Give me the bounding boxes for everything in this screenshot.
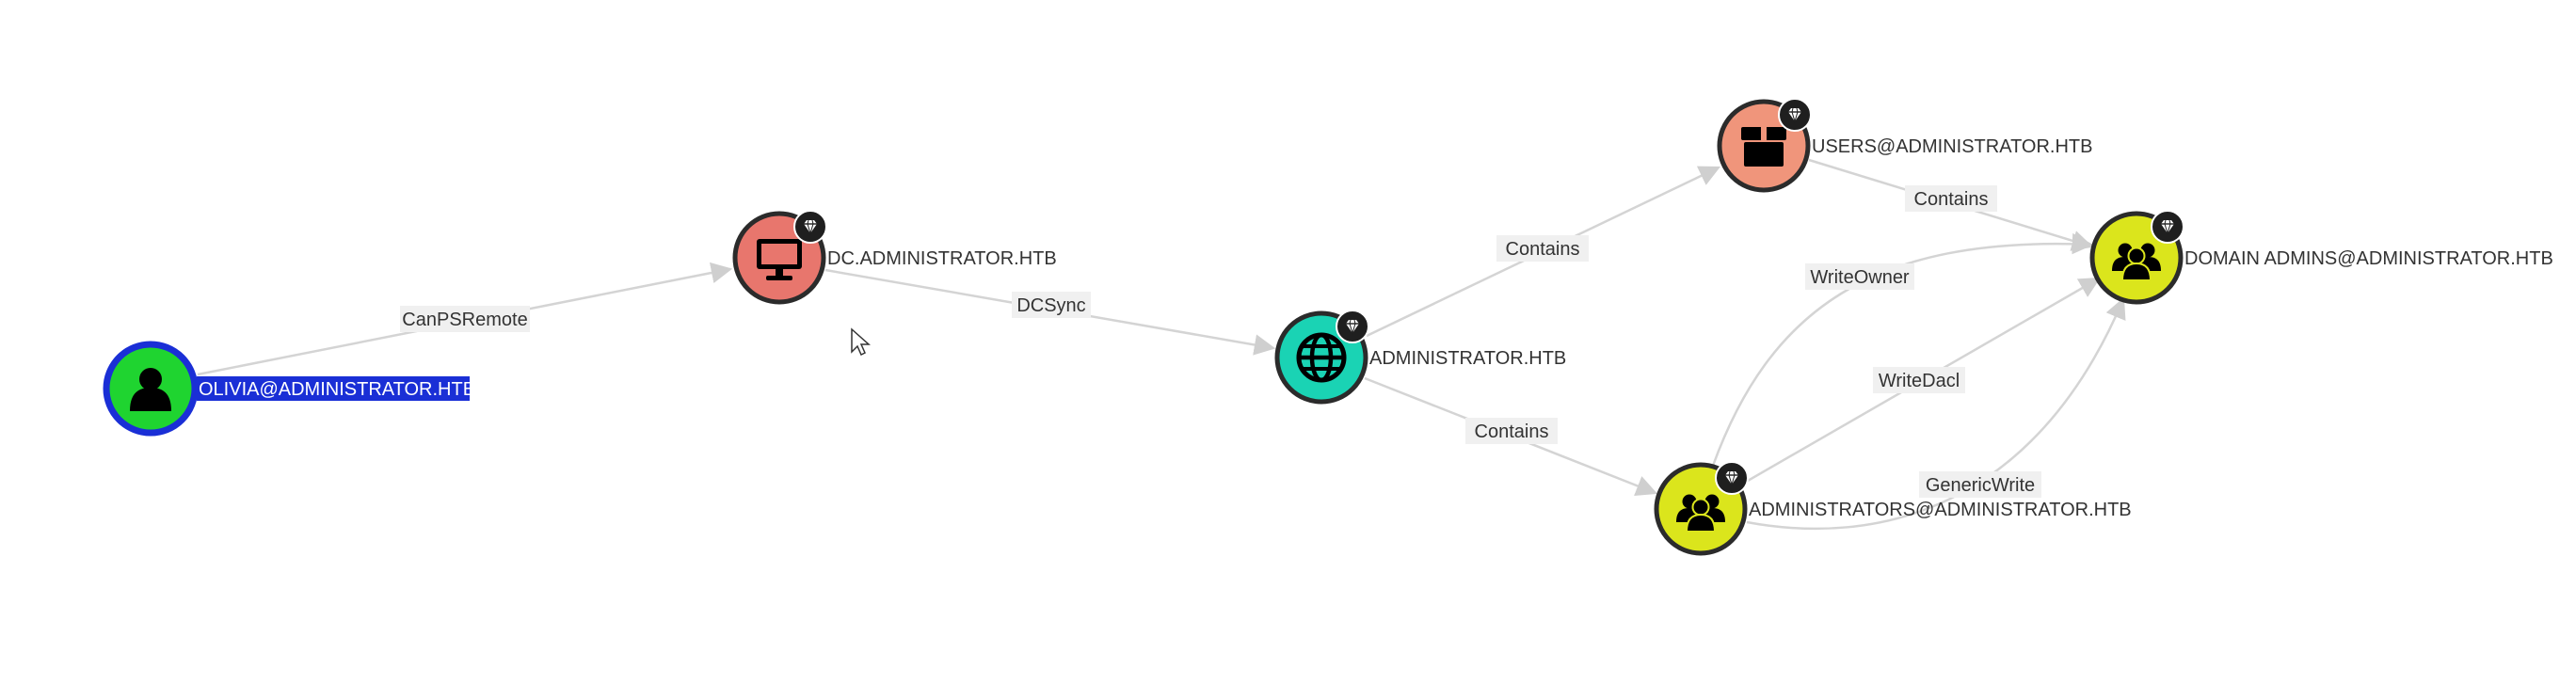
mouse-cursor: [851, 327, 871, 357]
edge-label-background: [1012, 292, 1091, 318]
node-label[interactable]: USERS@ADMINISTRATOR.HTB: [1812, 136, 2092, 157]
edge-label-background: [1496, 235, 1589, 262]
edge-label-background: [400, 306, 530, 332]
node-label[interactable]: DOMAIN ADMINS@ADMINISTRATOR.HTB: [2184, 248, 2553, 269]
node-domain[interactable]: ADMINISTRATOR.HTB: [1274, 310, 1566, 405]
node-domainadmins[interactable]: DOMAIN ADMINS@ADMINISTRATOR.HTB: [2089, 210, 2553, 305]
edge-label[interactable]: GenericWrite: [1926, 475, 2035, 496]
edge-label[interactable]: Contains: [1914, 189, 1989, 210]
edge-label-background: [1465, 418, 1558, 444]
node-label[interactable]: ADMINISTRATOR.HTB: [1369, 348, 1566, 369]
edge-label-background: [1873, 367, 1965, 393]
edge-label[interactable]: Contains: [1475, 422, 1549, 442]
edge-line[interactable]: [1746, 296, 2126, 531]
edge-contains[interactable]: Contains: [1366, 166, 1721, 338]
node-dc[interactable]: DC.ADMINISTRATOR.HTB: [732, 210, 1057, 305]
edge-label-background: [1805, 263, 1914, 290]
high-value-gem-icon: [1715, 461, 1749, 495]
node-label-highlight: [197, 376, 470, 401]
edge-label-background: [1905, 185, 1997, 212]
edge-writeowner[interactable]: WriteOwner: [1711, 232, 2094, 467]
nodes-layer: OLIVIA@ADMINISTRATOR.HTB DC.ADMINISTRATOR…: [103, 98, 2553, 556]
high-value-gem-icon: [2151, 210, 2184, 244]
node-label[interactable]: DC.ADMINISTRATOR.HTB: [827, 248, 1057, 269]
node-olivia[interactable]: OLIVIA@ADMINISTRATOR.HTB: [103, 341, 475, 437]
edge-label[interactable]: DCSync: [1016, 295, 1085, 316]
high-value-gem-icon: [1778, 98, 1812, 132]
node-label[interactable]: OLIVIA@ADMINISTRATOR.HTB: [199, 379, 475, 400]
edge-genericwrite[interactable]: GenericWrite: [1746, 296, 2126, 531]
high-value-gem-icon: [793, 210, 827, 244]
edge-contains[interactable]: Contains: [1808, 158, 2094, 251]
edge-writedacl[interactable]: WriteDacl: [1740, 277, 2101, 486]
high-value-gem-icon: [1336, 310, 1369, 343]
node-users[interactable]: USERS@ADMINISTRATOR.HTB: [1717, 98, 2092, 193]
edge-label[interactable]: WriteDacl: [1879, 371, 1960, 391]
edge-dcsync[interactable]: DCSync: [824, 268, 1276, 356]
edge-canpsremote[interactable]: CanPSRemote: [197, 262, 733, 376]
edge-contains[interactable]: Contains: [1364, 376, 1658, 497]
box-icon: [1741, 127, 1786, 167]
node-administrators[interactable]: ADMINISTRATORS@ADMINISTRATOR.HTB: [1654, 461, 2132, 556]
edge-label[interactable]: Contains: [1506, 239, 1580, 260]
edge-label-background: [1919, 471, 2041, 498]
node-label[interactable]: ADMINISTRATORS@ADMINISTRATOR.HTB: [1749, 500, 2132, 520]
edge-label[interactable]: WriteOwner: [1810, 267, 1910, 288]
edge-line[interactable]: [1711, 232, 2094, 467]
edge-label[interactable]: CanPSRemote: [402, 310, 527, 330]
edges-layer: CanPSRemote DCSync Contains Contains Contain…: [197, 158, 2126, 531]
